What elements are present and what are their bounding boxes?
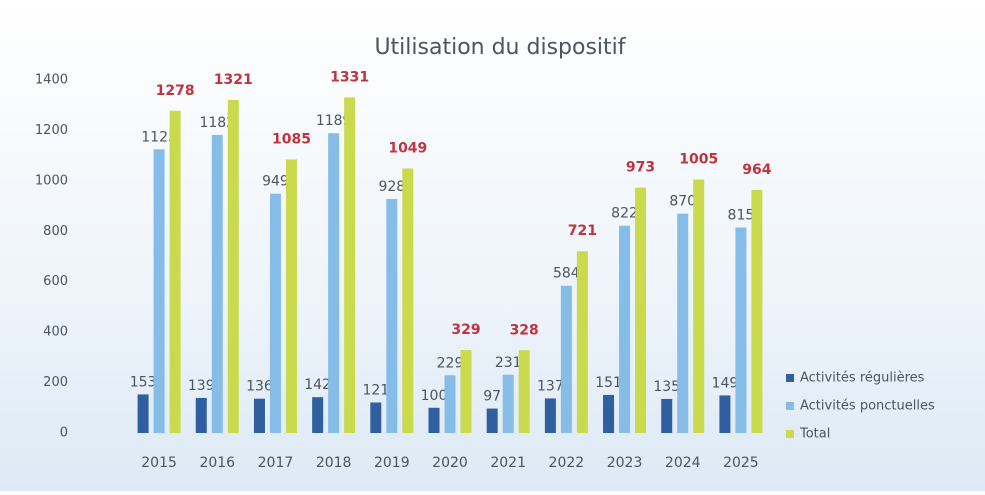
y-tick-label: 400 xyxy=(43,325,68,340)
bar xyxy=(635,187,647,433)
data-label: 964 xyxy=(742,162,771,178)
data-label: 949 xyxy=(262,174,289,190)
bar xyxy=(153,149,165,433)
bar xyxy=(603,394,615,433)
bar xyxy=(502,374,514,433)
data-label: 137 xyxy=(537,378,564,394)
y-tick-label: 0 xyxy=(60,426,68,441)
data-label: 584 xyxy=(553,266,580,282)
bar xyxy=(444,375,456,433)
y-tick-label: 1000 xyxy=(35,173,68,188)
data-label: 1085 xyxy=(272,131,311,147)
x-tick-label: 2015 xyxy=(141,455,177,471)
bar xyxy=(576,251,588,433)
bar xyxy=(719,395,731,433)
data-label: 149 xyxy=(712,375,739,391)
data-label: 1278 xyxy=(156,83,195,99)
data-label: 153 xyxy=(130,374,157,390)
bar xyxy=(735,227,747,433)
data-label: 329 xyxy=(451,322,480,338)
data-label: 229 xyxy=(437,355,464,371)
x-tick-label: 2025 xyxy=(723,455,759,471)
data-label: 870 xyxy=(669,194,696,210)
bar xyxy=(211,134,223,433)
x-tick-label: 2023 xyxy=(607,455,643,471)
bar xyxy=(619,225,631,433)
data-label: 973 xyxy=(626,160,655,176)
bar xyxy=(751,189,763,433)
bar xyxy=(137,394,149,433)
legend-label: Activités régulières xyxy=(800,371,925,386)
bar xyxy=(518,350,530,433)
x-tick-label: 2022 xyxy=(549,455,585,471)
x-tick-label: 2018 xyxy=(316,455,352,471)
bar xyxy=(560,285,572,433)
bar xyxy=(253,398,265,433)
data-label: 121 xyxy=(362,382,389,398)
data-label: 142 xyxy=(304,377,331,393)
bar xyxy=(344,97,356,433)
data-label: 328 xyxy=(510,322,539,338)
data-label: 97 xyxy=(483,389,501,405)
data-label: 1331 xyxy=(330,69,369,85)
data-label: 1321 xyxy=(214,72,253,88)
legend-swatch xyxy=(786,430,794,438)
bar xyxy=(677,213,689,433)
bar xyxy=(386,199,398,433)
bar xyxy=(269,193,281,433)
chart-title: Utilisation du dispositif xyxy=(374,35,626,60)
data-label: 135 xyxy=(653,379,680,395)
bar xyxy=(402,168,414,433)
data-label: 139 xyxy=(188,378,215,394)
x-tick-label: 2017 xyxy=(258,455,294,471)
y-tick-label: 800 xyxy=(43,224,68,239)
data-label: 721 xyxy=(568,223,597,239)
data-label: 231 xyxy=(495,355,522,371)
data-label: 928 xyxy=(378,179,405,195)
data-label: 1125 xyxy=(141,129,177,145)
bar xyxy=(328,133,340,433)
x-tick-label: 2024 xyxy=(665,455,701,471)
y-tick-label: 600 xyxy=(43,274,68,289)
y-tick-label: 200 xyxy=(43,375,68,390)
data-label: 136 xyxy=(246,379,273,395)
bar xyxy=(195,397,207,433)
data-label: 1182 xyxy=(199,115,235,131)
x-tick-label: 2020 xyxy=(432,455,468,471)
y-tick-label: 1400 xyxy=(35,73,68,88)
bar xyxy=(428,407,440,433)
x-tick-label: 2019 xyxy=(374,455,410,471)
y-tick-label: 1200 xyxy=(35,123,68,138)
bar xyxy=(460,350,472,433)
legend-swatch xyxy=(786,374,794,382)
legend-swatch xyxy=(786,402,794,410)
bar xyxy=(486,408,498,433)
bar xyxy=(285,159,297,434)
data-label: 1189 xyxy=(316,113,352,129)
data-label: 100 xyxy=(421,388,448,404)
legend-label: Total xyxy=(799,427,830,442)
data-label: 822 xyxy=(611,206,638,222)
x-tick-label: 2021 xyxy=(490,455,526,471)
x-tick-label: 2016 xyxy=(199,455,235,471)
data-label: 151 xyxy=(595,375,622,391)
bar xyxy=(544,398,556,433)
legend-label: Activités ponctuelles xyxy=(800,399,935,414)
bar xyxy=(693,179,705,433)
bar xyxy=(661,398,673,433)
bar xyxy=(227,99,239,434)
bar xyxy=(370,402,382,433)
data-label: 1049 xyxy=(388,141,427,157)
data-label: 1005 xyxy=(679,152,718,168)
bar xyxy=(312,397,324,433)
data-label: 815 xyxy=(728,208,755,224)
bar xyxy=(169,110,181,434)
